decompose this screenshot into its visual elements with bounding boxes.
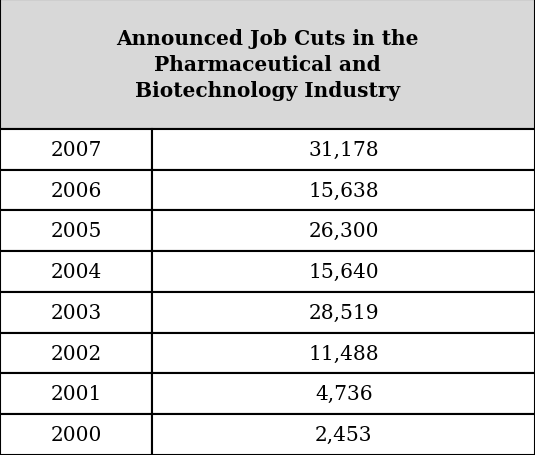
Text: 2004: 2004	[51, 263, 102, 282]
Bar	[152, 415, 535, 455]
Text: 11,488: 11,488	[308, 344, 379, 363]
Text: 15,638: 15,638	[308, 181, 379, 200]
Bar	[0, 292, 152, 333]
Text: 2,453: 2,453	[315, 425, 372, 444]
Text: 2002: 2002	[51, 344, 102, 363]
Bar	[0, 0, 535, 130]
Text: 4,736: 4,736	[315, 384, 372, 404]
Text: 15,640: 15,640	[308, 263, 379, 282]
Text: 26,300: 26,300	[309, 222, 379, 241]
Text: 2000: 2000	[50, 425, 102, 444]
Text: 2006: 2006	[50, 181, 102, 200]
Bar	[152, 292, 535, 333]
Bar	[0, 211, 152, 252]
Text: 28,519: 28,519	[308, 303, 379, 322]
Text: 2005: 2005	[50, 222, 102, 241]
Text: 2001: 2001	[50, 384, 102, 404]
Bar	[152, 130, 535, 170]
Bar	[0, 252, 152, 292]
Bar	[0, 333, 152, 374]
Bar	[152, 170, 535, 211]
Bar	[152, 252, 535, 292]
Bar	[152, 333, 535, 374]
Bar	[152, 211, 535, 252]
Bar	[152, 374, 535, 415]
Text: Announced Job Cuts in the
Pharmaceutical and
Biotechnology Industry: Announced Job Cuts in the Pharmaceutical…	[116, 29, 419, 101]
Bar	[0, 374, 152, 415]
Bar	[0, 170, 152, 211]
Text: 2007: 2007	[50, 141, 102, 160]
Bar	[0, 130, 152, 170]
Text: 2003: 2003	[51, 303, 102, 322]
Bar	[0, 415, 152, 455]
Text: 31,178: 31,178	[308, 141, 379, 160]
